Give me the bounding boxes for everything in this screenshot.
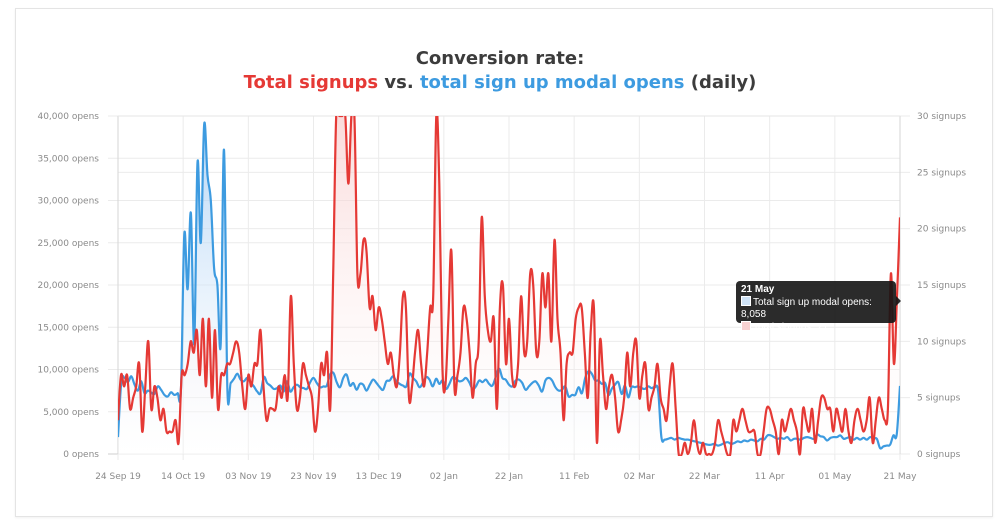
x-tick-label: 11 Apr (755, 472, 785, 482)
x-tick-label: 22 Mar (689, 472, 721, 482)
signups-line[interactable] (118, 100, 900, 458)
tooltip-swatch-opens (741, 296, 751, 306)
y-right-tick-label: 0 signups (917, 450, 961, 460)
x-tick-label: 11 Feb (559, 472, 590, 482)
x-tick-label: 02 Mar (624, 472, 656, 482)
x-tick-label: 21 May (884, 472, 918, 482)
lines (118, 100, 900, 458)
y-right-tick-label: 10 signups (917, 337, 966, 347)
axes: 0 opens 5,000 opens 10,000 opens 15,000 ope… (37, 112, 966, 482)
signups-area (118, 116, 900, 456)
areas (118, 116, 900, 456)
tooltip-date: 21 May (741, 284, 775, 295)
y-left-tick-label: 10,000 opens (37, 366, 99, 376)
tooltip: 21 May Total sign up modal opens: 8,058 … (736, 281, 901, 333)
x-tick-label: 01 May (818, 472, 852, 482)
x-tick-label: 13 Dec 19 (356, 472, 402, 482)
x-tick-label: 14 Oct 19 (161, 472, 205, 482)
tooltip-swatch-signups (741, 321, 751, 331)
y-left-tick-label: 40,000 opens (37, 112, 99, 122)
y-left-tick-label: 35,000 opens (37, 154, 99, 164)
y-right-tick-label: 30 signups (917, 112, 966, 122)
y-right-tick-label: 15 signups (917, 281, 966, 291)
y-left-tick-label: 0 opens (63, 450, 99, 460)
y-left-tick-label: 20,000 opens (37, 281, 99, 291)
y-left-tick-label: 15,000 opens (37, 323, 99, 333)
opens-line[interactable] (118, 121, 900, 450)
y-left-tick-label: 30,000 opens (37, 197, 99, 207)
subtitle-signups: Total signups (243, 72, 379, 93)
x-tick-label: 02 Jan (430, 472, 458, 482)
chart-subtitle: Total signups vs. total sign up modal op… (0, 72, 1000, 93)
y-left-tick-label: 5,000 opens (43, 408, 99, 418)
x-tick-label: 23 Nov 19 (290, 472, 336, 482)
y-right-tick-label: 25 signups (917, 168, 966, 178)
subtitle-daily: (daily) (684, 72, 757, 93)
y-right-tick-label: 20 signups (917, 225, 966, 235)
subtitle-vs: vs. (378, 72, 420, 93)
y-right-tick-label: 5 signups (917, 394, 961, 404)
x-tick-label: 22 Jan (495, 472, 523, 482)
subtitle-opens: total sign up modal opens (419, 72, 685, 93)
chart-title: Conversion rate: (415, 48, 585, 69)
y-left-tick-label: 25,000 opens (37, 239, 99, 249)
tooltip-opens-text: Total sign up modal opens: 8,058 (741, 297, 872, 320)
x-tick-label: 24 Sep 19 (95, 472, 141, 482)
tooltip-signups-text: Total signups: 21 (753, 322, 829, 333)
tooltip-row-opens: Total sign up modal opens: 8,058 (741, 296, 891, 321)
x-tick-label: 03 Nov 19 (225, 472, 271, 482)
tooltip-row-signups: Total signups: 21 (741, 321, 891, 334)
